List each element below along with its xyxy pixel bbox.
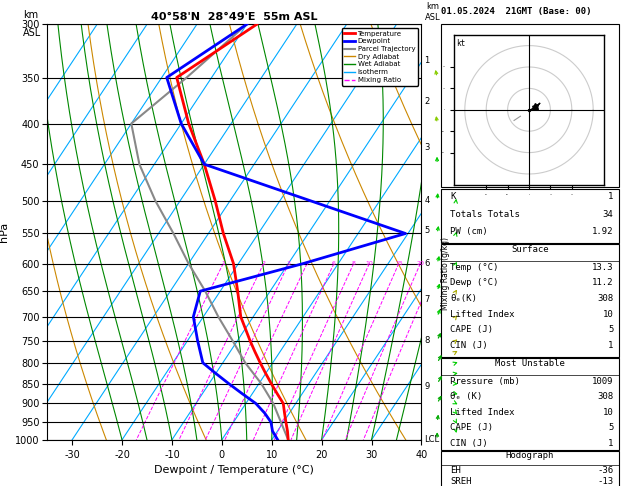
Text: PW (cm): PW (cm) xyxy=(450,227,487,237)
Text: θₑ(K): θₑ(K) xyxy=(450,294,477,303)
Text: Most Unstable: Most Unstable xyxy=(495,359,565,368)
Text: 10: 10 xyxy=(603,310,613,319)
Text: ASL: ASL xyxy=(23,29,41,38)
Text: 8: 8 xyxy=(425,336,430,345)
Bar xyxy=(441,24,619,187)
Text: CAPE (J): CAPE (J) xyxy=(450,325,493,334)
Text: Hodograph: Hodograph xyxy=(506,451,554,460)
Text: 34: 34 xyxy=(603,210,613,219)
Text: CIN (J): CIN (J) xyxy=(450,439,487,448)
Text: SREH: SREH xyxy=(450,477,472,486)
Text: Surface: Surface xyxy=(511,245,548,255)
Text: 1: 1 xyxy=(608,341,613,350)
Text: Totals Totals: Totals Totals xyxy=(450,210,520,219)
Text: EH: EH xyxy=(450,466,461,475)
X-axis label: Dewpoint / Temperature (°C): Dewpoint / Temperature (°C) xyxy=(154,465,314,475)
Text: 1: 1 xyxy=(608,192,613,202)
Text: 20: 20 xyxy=(416,261,425,266)
Text: CAPE (J): CAPE (J) xyxy=(450,423,493,433)
Bar xyxy=(441,244,619,357)
Text: 15: 15 xyxy=(395,261,403,266)
Text: 5: 5 xyxy=(608,325,613,334)
Text: 1009: 1009 xyxy=(592,377,613,386)
Text: 1.92: 1.92 xyxy=(592,227,613,237)
Text: 9: 9 xyxy=(425,382,430,391)
Text: 7: 7 xyxy=(425,295,430,304)
Text: 11.2: 11.2 xyxy=(592,278,613,288)
Title: 40°58'N  28°49'E  55m ASL: 40°58'N 28°49'E 55m ASL xyxy=(151,12,318,22)
Text: 2: 2 xyxy=(262,261,265,266)
Text: θₑ (K): θₑ (K) xyxy=(450,392,482,401)
Text: 4: 4 xyxy=(305,261,309,266)
Bar xyxy=(441,451,619,486)
Text: kt: kt xyxy=(456,39,465,48)
Y-axis label: hPa: hPa xyxy=(0,222,9,242)
Text: 6: 6 xyxy=(425,259,430,268)
Legend: Temperature, Dewpoint, Parcel Trajectory, Dry Adiabat, Wet Adiabat, Isotherm, Mi: Temperature, Dewpoint, Parcel Trajectory… xyxy=(342,28,418,86)
Text: 4: 4 xyxy=(425,196,430,205)
Bar xyxy=(441,189,619,243)
Text: 3: 3 xyxy=(287,261,291,266)
Text: Mixing Ratio (g/kg): Mixing Ratio (g/kg) xyxy=(441,237,450,310)
Text: 1: 1 xyxy=(608,439,613,448)
Text: 2: 2 xyxy=(425,97,430,106)
Text: 10: 10 xyxy=(603,408,613,417)
Text: 5: 5 xyxy=(425,226,430,235)
Text: 8: 8 xyxy=(352,261,355,266)
Text: km: km xyxy=(23,10,38,20)
Text: 308: 308 xyxy=(598,294,613,303)
Text: 6: 6 xyxy=(332,261,336,266)
Text: -13: -13 xyxy=(598,477,613,486)
Text: K: K xyxy=(450,192,455,202)
Text: 1: 1 xyxy=(221,261,225,266)
Text: Temp (°C): Temp (°C) xyxy=(450,263,499,272)
Text: Lifted Index: Lifted Index xyxy=(450,310,515,319)
Text: Dewp (°C): Dewp (°C) xyxy=(450,278,499,288)
Text: 10: 10 xyxy=(365,261,373,266)
Text: Lifted Index: Lifted Index xyxy=(450,408,515,417)
Text: 3: 3 xyxy=(425,143,430,152)
Text: Pressure (mb): Pressure (mb) xyxy=(450,377,520,386)
Text: 5: 5 xyxy=(608,423,613,433)
Text: CIN (J): CIN (J) xyxy=(450,341,487,350)
Text: LCL: LCL xyxy=(425,435,440,444)
Text: 01.05.2024  21GMT (Base: 00): 01.05.2024 21GMT (Base: 00) xyxy=(441,7,591,17)
Text: km
ASL: km ASL xyxy=(425,2,440,22)
Text: 13.3: 13.3 xyxy=(592,263,613,272)
Text: 308: 308 xyxy=(598,392,613,401)
Bar xyxy=(441,358,619,450)
Text: -36: -36 xyxy=(598,466,613,475)
Text: 1: 1 xyxy=(425,56,430,65)
